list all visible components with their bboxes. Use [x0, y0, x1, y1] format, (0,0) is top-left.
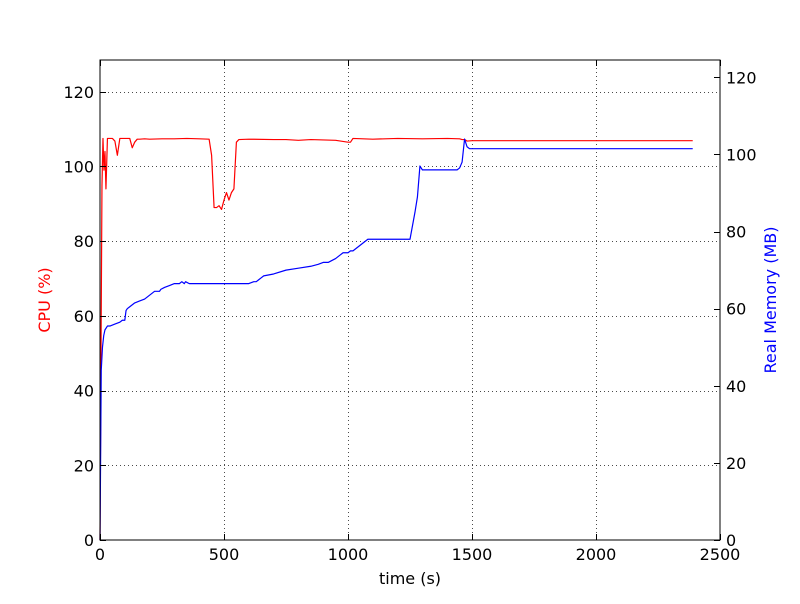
right-y-tick-label: 60	[726, 300, 746, 319]
left-y-tick-label: 80	[74, 232, 94, 251]
left-y-tick-label: 100	[63, 157, 94, 176]
left-y-tick-label: 0	[84, 531, 94, 550]
x-tick-label: 1000	[328, 545, 369, 564]
memory-series-line	[99, 138, 693, 541]
left-y-tick-label: 120	[63, 83, 94, 102]
right-y-tick-label: 80	[726, 223, 746, 242]
right-y-tick-label: 40	[726, 377, 746, 396]
left-y-tick-label: 60	[74, 307, 94, 326]
right-y-axis-label: Real Memory (MB)	[761, 227, 780, 374]
left-y-tick-label: 20	[74, 456, 94, 475]
left-y-axis-label: CPU (%)	[35, 267, 54, 332]
left-y-tick-label: 40	[74, 382, 94, 401]
label-layer: time (s) CPU (%) Real Memory (MB)	[35, 227, 780, 589]
plot-frame	[99, 59, 721, 541]
x-tick-label: 1500	[452, 545, 493, 564]
right-y-tick-label: 120	[726, 68, 757, 87]
x-tick-label: 500	[209, 545, 240, 564]
tick-layer: 0 500 1000 1500 2000 250002040608010012002040…	[63, 60, 757, 564]
right-y-tick-label: 0	[726, 531, 736, 550]
x-tick-label: 2000	[576, 545, 617, 564]
series-layer	[99, 137, 693, 541]
right-y-tick-label: 100	[726, 145, 757, 164]
x-tick-label: 2500	[700, 545, 741, 564]
x-axis-label: time (s)	[379, 569, 441, 588]
x-tick-label: 0	[95, 545, 105, 564]
grid-layer	[100, 60, 720, 540]
right-y-tick-label: 20	[726, 454, 746, 473]
